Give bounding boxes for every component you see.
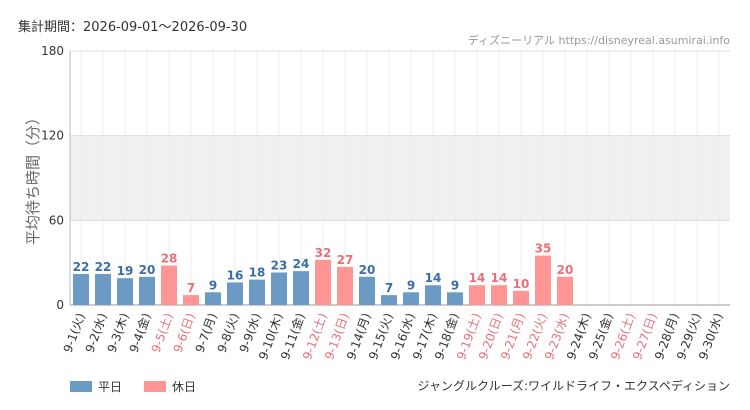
bar	[183, 295, 199, 305]
data-label: 20	[557, 263, 574, 277]
y-tick-label: 180	[41, 44, 64, 58]
bar	[271, 272, 287, 305]
data-label: 35	[535, 242, 552, 256]
bar	[293, 271, 309, 305]
data-label: 20	[359, 263, 376, 277]
data-label: 20	[139, 263, 156, 277]
y-tick-label: 60	[49, 213, 64, 227]
data-label: 10	[513, 277, 530, 291]
bar	[403, 292, 419, 305]
data-label: 22	[73, 260, 90, 274]
data-label: 9	[451, 278, 459, 292]
shaded-band	[70, 135, 730, 221]
data-label: 28	[161, 251, 178, 265]
period-label: 集計期間：2026-09-01～2026-09-30	[18, 20, 248, 35]
data-label: 23	[271, 259, 288, 273]
bar	[139, 276, 155, 305]
data-label: 27	[337, 253, 354, 267]
y-tick-label: 120	[41, 129, 64, 143]
legend-weekday-swatch	[70, 381, 92, 392]
data-label: 32	[315, 246, 332, 260]
bar	[535, 255, 551, 305]
bar	[73, 273, 89, 305]
bar	[315, 259, 331, 305]
bar	[249, 279, 265, 305]
bar	[117, 278, 133, 305]
data-label: 9	[209, 278, 217, 292]
bar	[469, 285, 485, 305]
data-label: 14	[425, 271, 442, 285]
bar	[447, 292, 463, 305]
data-label: 14	[491, 271, 508, 285]
bar	[425, 285, 441, 305]
attraction-name: ジャングルクルーズ:ワイルドライフ・エクスペディション	[417, 379, 730, 393]
bar	[205, 292, 221, 305]
bar	[513, 290, 529, 305]
bar	[227, 282, 243, 305]
bar	[161, 265, 177, 305]
data-label: 18	[249, 266, 266, 280]
legend-holiday-label: 休日	[172, 380, 197, 394]
site-credit: ディズニーリアル https://disneyreal.asumirai.inf…	[467, 34, 730, 47]
legend-weekday-label: 平日	[98, 380, 123, 394]
bar	[337, 266, 353, 305]
bar	[381, 295, 397, 305]
bar	[491, 285, 507, 305]
legend: 平日 休日	[70, 378, 210, 395]
bar	[359, 276, 375, 305]
legend-weekday: 平日	[70, 378, 122, 395]
data-label: 7	[385, 281, 393, 295]
data-label: 24	[293, 257, 310, 271]
data-label: 14	[469, 271, 486, 285]
data-label: 9	[407, 278, 415, 292]
data-label: 16	[227, 268, 244, 282]
bar	[557, 276, 573, 305]
data-label: 22	[95, 260, 112, 274]
data-label: 19	[117, 264, 134, 278]
legend-holiday: 休日	[144, 378, 196, 395]
bar	[95, 273, 111, 305]
y-tick-label: 0	[56, 298, 64, 312]
legend-holiday-swatch	[144, 381, 167, 392]
data-label: 7	[187, 281, 195, 295]
